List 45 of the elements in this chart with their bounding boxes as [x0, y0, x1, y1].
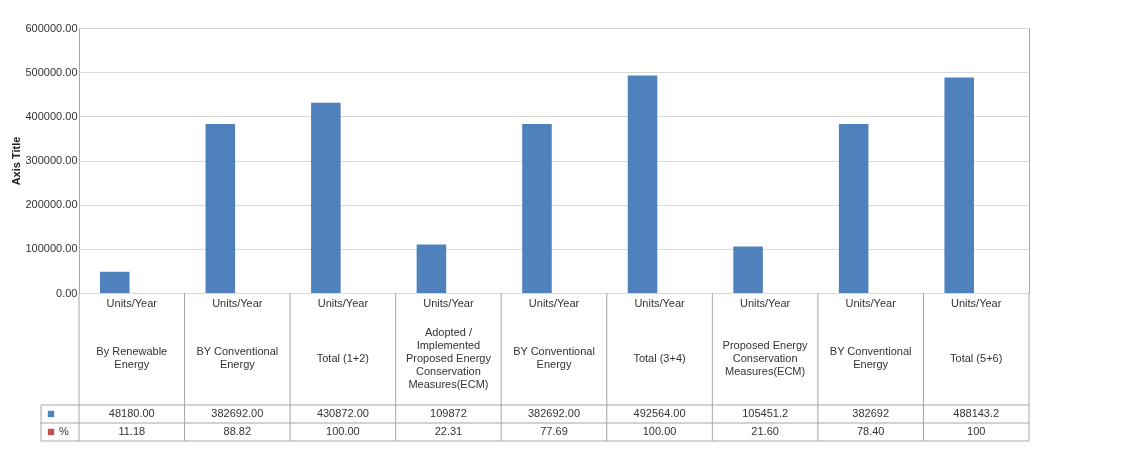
data-label: 88.82: [223, 425, 252, 437]
bar: [522, 123, 552, 293]
data-label: 430872.00: [316, 407, 369, 419]
data-label: 382692.00: [211, 407, 264, 419]
y-tick-label: 600000.00: [25, 21, 78, 34]
y-tick-label: 200000.00: [25, 198, 78, 211]
category-label: Units/Year BY Conventional Energy: [513, 297, 595, 370]
bar: [733, 246, 763, 293]
category-label: Units/Year BY Conventional Energy: [196, 297, 279, 370]
bar: [627, 75, 658, 293]
category-label: Units/Year By Renewable Energy: [96, 297, 168, 370]
data-label: 48180.00: [108, 407, 155, 419]
data-label: 22.31: [434, 425, 463, 437]
bar: [838, 123, 869, 293]
bar: [311, 102, 341, 293]
bar: [99, 271, 130, 293]
data-label: 77.69: [540, 425, 568, 437]
category-label: Units/Year Total (5+6): [950, 297, 1003, 364]
data-label: 105451.2: [742, 407, 789, 419]
y-tick-label: 0.00: [56, 286, 78, 299]
category-label: Units/Year BY Conventional Energy: [829, 297, 912, 370]
data-label: 382692: [852, 407, 890, 419]
data-label: 382692.00: [528, 407, 580, 419]
data-label: 109872: [430, 407, 467, 419]
bar: [944, 77, 974, 293]
y-tick-label: 400000.00: [25, 109, 78, 122]
category-label: Units/Year Total (1+2): [316, 297, 370, 364]
y-tick-label: 300000.00: [25, 154, 78, 166]
y-tick-label: 100000.00: [25, 242, 78, 255]
data-label: 492564.00: [633, 407, 686, 419]
data-label: 100.00: [642, 425, 677, 437]
category-label: Units/Year Adopted / Implemented Proposed Energy Conservation Measures(ECM): [405, 297, 491, 390]
category-label: Units/Year Total (3+4): [633, 297, 686, 364]
bar: [205, 123, 236, 293]
data-label: 100: [967, 425, 986, 437]
data-label: 21.60: [751, 425, 779, 437]
y-tick-label: 500000.00: [25, 65, 78, 78]
legend-label: %: [59, 425, 69, 437]
bar: [416, 244, 447, 293]
category-label: Units/Year Proposed Energy Conservation Measures(ECM): [722, 297, 808, 377]
data-label: 488143.2: [953, 407, 1000, 419]
data-label: 78.40: [856, 425, 885, 437]
data-label: 11.18: [118, 425, 146, 437]
data-label: 100.00: [326, 425, 360, 437]
y-axis-title: Axis Title: [9, 136, 22, 186]
